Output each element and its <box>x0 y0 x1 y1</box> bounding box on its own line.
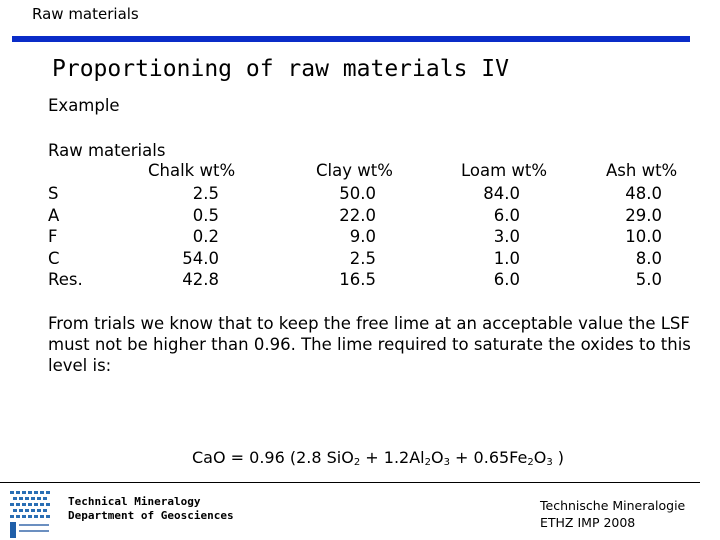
table-cell: 0.5 <box>192 205 219 225</box>
table-cell: 10.0 <box>625 227 662 246</box>
table-cell: 1.0 <box>493 248 520 268</box>
table-cell: 6.0 <box>493 270 520 289</box>
table-cell: 50.0 <box>339 184 376 203</box>
table-cell: 8.0 <box>635 248 662 268</box>
column-values-chalk: 2.5 0.5 0.2 54.0 42.8 <box>176 183 219 291</box>
footer-right: Technische Mineralogie ETHZ IMP 2008 <box>540 497 685 531</box>
formula-text: O <box>431 448 444 467</box>
table-cell: 2.5 <box>349 248 376 268</box>
slide-title: Proportioning of raw materials IV <box>52 56 509 82</box>
column-values-clay: 50.0 22.0 9.0 2.5 16.5 <box>330 183 376 291</box>
lime-formula: CaO = 0.96 (2.8 SiO2 + 1.2Al2O3 + 0.65Fe… <box>192 448 564 468</box>
formula-subscript: 3 <box>443 457 450 468</box>
formula-subscript: 3 <box>546 457 553 468</box>
university-logo <box>10 491 50 538</box>
formula-text: + 0.65Fe <box>449 448 528 467</box>
table-cell: 22.0 <box>339 205 376 225</box>
footer-course-line2: ETHZ IMP 2008 <box>540 515 636 530</box>
table-cell: 2.5 <box>192 184 219 203</box>
example-label: Example <box>48 96 120 115</box>
row-label: F <box>48 227 58 246</box>
table-cell: 48.0 <box>625 184 662 203</box>
column-header-clay: Clay wt% <box>316 161 393 180</box>
table-cell: 54.0 <box>182 248 219 268</box>
header-accent-bar <box>12 36 690 42</box>
formula-subscript: 2 <box>424 457 431 468</box>
table-cell: 5.0 <box>635 270 662 289</box>
table-cell: 0.2 <box>192 227 219 246</box>
table-cell: 3.0 <box>493 227 520 246</box>
row-label: Res. <box>48 270 83 289</box>
footer-course-line1: Technische Mineralogie <box>540 498 686 513</box>
column-header-chalk: Chalk wt% <box>148 161 236 180</box>
table-cell: 9.0 <box>349 227 376 246</box>
column-header-ash: Ash wt% <box>606 161 678 180</box>
raw-materials-label: Raw materials <box>48 141 166 160</box>
formula-text: ) <box>552 448 565 467</box>
footer-department-line1: Technical Mineralogy <box>68 495 201 508</box>
formula-text: + 1.2Al <box>360 448 425 467</box>
column-values-ash: 48.0 29.0 10.0 8.0 5.0 <box>618 183 662 291</box>
row-label: S <box>48 184 59 203</box>
row-label: C <box>48 248 60 268</box>
header-label: Raw materials <box>32 5 139 23</box>
table-cell: 29.0 <box>625 205 662 225</box>
column-values-loam: 84.0 6.0 3.0 1.0 6.0 <box>478 183 520 291</box>
row-label: A <box>48 205 60 225</box>
formula-text: CaO = 0.96 (2.8 SiO <box>192 448 354 467</box>
footer-department-line2: Department of Geosciences <box>68 509 234 522</box>
explanation-paragraph: From trials we know that to keep the fre… <box>48 314 691 375</box>
table-cell: 16.5 <box>339 270 376 289</box>
row-labels: S A F C Res. <box>48 183 83 291</box>
table-cell: 42.8 <box>182 270 219 289</box>
table-cell: 84.0 <box>483 184 520 203</box>
formula-subscript: 2 <box>353 457 361 468</box>
footer-left: Technical Mineralogy Department of Geosc… <box>68 495 234 523</box>
footer-divider <box>0 482 700 483</box>
formula-text: O <box>533 448 547 467</box>
table-cell: 6.0 <box>493 205 520 225</box>
column-header-loam: Loam wt% <box>461 161 548 180</box>
formula-subscript: 2 <box>527 457 534 468</box>
